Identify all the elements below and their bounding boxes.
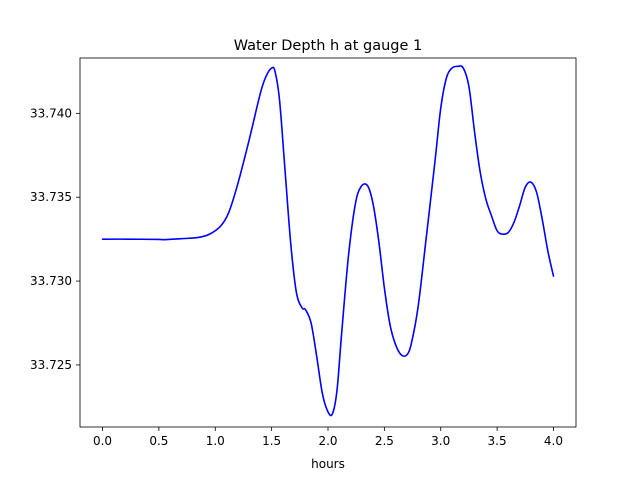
x-axis: 0.0 0.5 1.0 1.5 2.0 2.5 3.0 3.5 4.0 (93, 427, 563, 448)
chart-title: Water Depth h at gauge 1 (234, 38, 422, 54)
x-tick-label: 4.0 (544, 434, 563, 448)
y-tick-label: 33.725 (30, 358, 72, 372)
x-tick-label: 1.5 (262, 434, 281, 448)
x-tick-label: 3.5 (488, 434, 507, 448)
y-tick-label: 33.730 (30, 274, 72, 288)
series-line-0 (101, 65, 555, 417)
x-tick-label: 0.5 (149, 434, 168, 448)
x-tick-label: 2.0 (318, 434, 337, 448)
plot-area (101, 65, 555, 417)
y-tick-label: 33.740 (30, 106, 72, 120)
x-tick-label: 3.0 (431, 434, 450, 448)
y-tick-label: 33.735 (30, 190, 72, 204)
y-axis: 33.725 33.730 33.735 33.740 (30, 106, 80, 372)
x-axis-label: hours (311, 457, 345, 471)
x-tick-label: 0.0 (93, 434, 112, 448)
x-tick-label: 2.5 (375, 434, 394, 448)
x-tick-label: 1.0 (206, 434, 225, 448)
